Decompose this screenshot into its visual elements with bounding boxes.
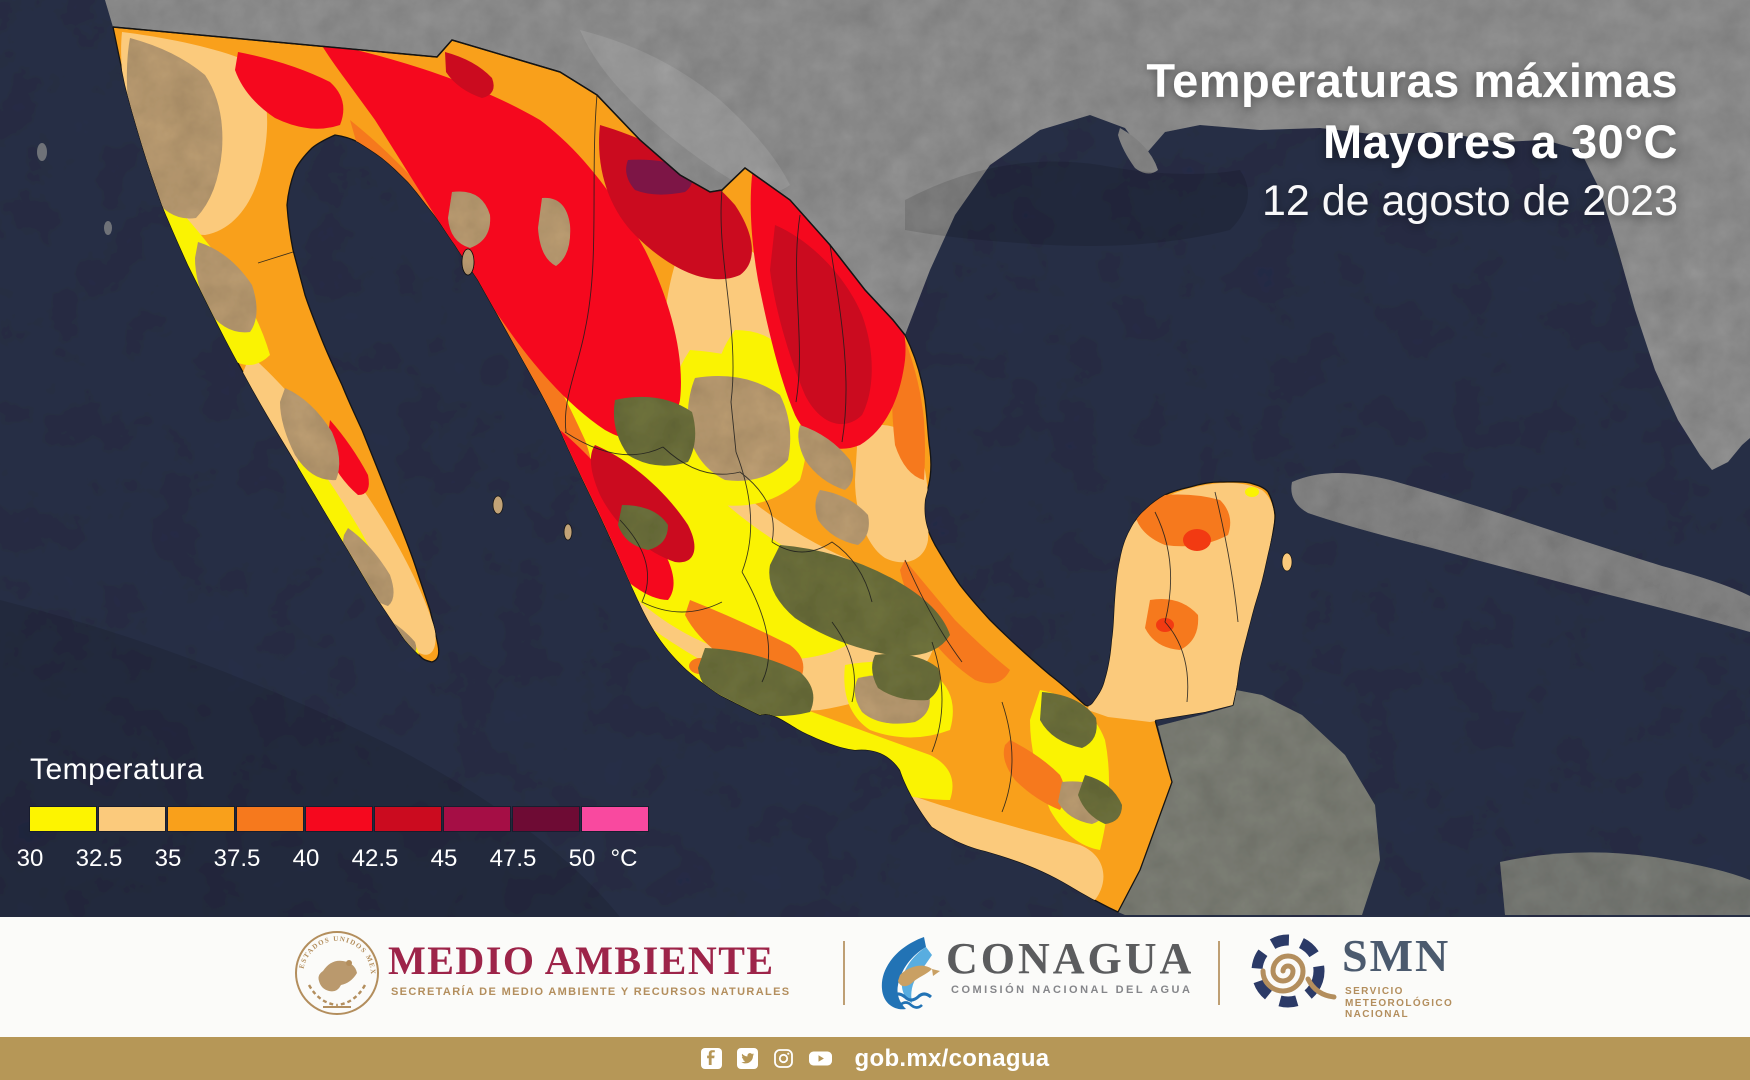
institutional-footer: ESTADOS UNIDOS MEXICANOS MEDIO AMBIENTE … (0, 917, 1750, 1037)
legend-cell (237, 807, 303, 831)
smn-subtitle-line: SERVICIO (1345, 986, 1404, 997)
facebook-icon (700, 1048, 722, 1069)
legend-tick-label: 40 (292, 845, 320, 872)
cuba-landmass (1291, 472, 1750, 632)
legend-cell (375, 807, 441, 831)
smn-subtitle-line: NACIONAL (1345, 1009, 1409, 1020)
medio-ambiente-wordmark: MEDIO AMBIENTE (388, 938, 775, 983)
legend-cell (30, 807, 96, 831)
legend-cell (444, 807, 510, 831)
legend-tick-label: 47.5 (489, 845, 537, 872)
footer-divider-1 (843, 941, 845, 1005)
title-date: 12 de agosto de 2023 (1261, 177, 1678, 225)
legend-unit-label: °C (610, 845, 638, 872)
conagua-subtitle: COMISIÓN NACIONAL DEL AGUA (951, 984, 1193, 996)
legend-tick-label: 45 (430, 845, 458, 872)
social-bar: gob.mx/conagua (0, 1037, 1750, 1080)
legend-cell (513, 807, 579, 831)
legend-tick-label: 32.5 (75, 845, 123, 872)
conagua-wordmark: CONAGUA (946, 934, 1195, 983)
footer-divider-2 (1218, 941, 1220, 1005)
legend-tick-label: 42.5 (351, 845, 399, 872)
legend-cell (582, 807, 648, 831)
mexico-coat-of-arms-icon: ESTADOS UNIDOS MEXICANOS (293, 929, 379, 1015)
state-boundaries (257, 94, 1239, 813)
instagram-icon (773, 1049, 793, 1068)
gobmx-url: gob.mx/conagua (854, 1044, 1050, 1072)
legend-cell (306, 807, 372, 831)
medio-ambiente-subtitle: SECRETARÍA DE MEDIO AMBIENTE Y RECURSOS … (391, 986, 791, 998)
smn-logo-icon (1251, 934, 1337, 1008)
smn-wordmark: SMN (1342, 930, 1451, 981)
legend-labels: 30 32.5 35 37.5 40 42.5 45 47.5 50 °C (17, 845, 750, 875)
mexico-temperature-map (0, 0, 1750, 917)
guatemala-landmass (1118, 690, 1380, 915)
map-title: Temperaturas máximas Mayores a 30°C 12 d… (1146, 50, 1678, 230)
legend-cell (168, 807, 234, 831)
smn-subtitle-line: METEOROLÓGICO (1345, 997, 1454, 1009)
youtube-icon (808, 1051, 832, 1066)
title-line-2: Mayores a 30°C (1323, 115, 1678, 168)
us-landmass (105, 0, 1750, 470)
legend-color-bar (30, 807, 651, 831)
twitter-icon (736, 1048, 758, 1069)
honduras-landmass (1500, 852, 1750, 915)
us-mexico-border-line (112, 26, 906, 336)
smn-subtitle: SERVICIO METEOROLÓGICO NACIONAL (1345, 986, 1453, 1021)
conagua-logo-icon (881, 937, 940, 1010)
legend-tick-label: 37.5 (213, 845, 261, 872)
legend-cell (99, 807, 165, 831)
legend-tick-label: 50 (568, 845, 596, 872)
legend-heading: Temperatura (30, 753, 204, 786)
legend-tick-label: 30 (16, 845, 44, 872)
title-line-1: Temperaturas máximas (1146, 54, 1678, 107)
legend-tick-label: 35 (154, 845, 182, 872)
